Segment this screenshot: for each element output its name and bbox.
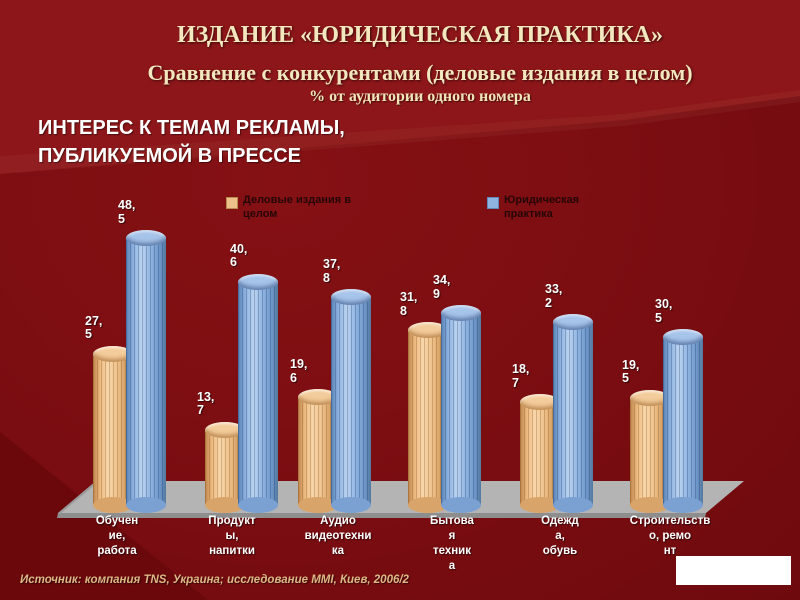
bar-value-label-business-editions-4: 18, 7	[512, 362, 530, 390]
bar-value-label-legal-practice-5: 30, 5	[655, 297, 673, 325]
bar-value-label-legal-practice-0: 48, 5	[118, 198, 136, 226]
legend-item-legal-practice: Юридическая практика	[487, 194, 617, 222]
bar-value-label-business-editions-1: 13, 7	[197, 389, 215, 418]
bar-legal-practice-0	[126, 230, 166, 513]
legend-label-business-editions: Деловые издания в целом	[243, 194, 351, 220]
bar-legal-practice-1	[238, 273, 278, 514]
category-label-1: Продукт ы, напитки	[208, 515, 256, 557]
bar-legal-practice-2	[331, 289, 371, 513]
source-note: Источник: компания TNS, Украина; исследо…	[20, 574, 409, 586]
bar-value-label-legal-practice-2: 37, 8	[323, 257, 341, 285]
bar-legal-practice-3	[441, 305, 481, 513]
category-label-2: Аудио видеотехни ка	[304, 515, 372, 557]
slide-title: ИЗДАНИЕ «ЮРИДИЧЕСКАЯ ПРАКТИКА»	[176, 22, 663, 48]
category-label-5: Строительств о, ремо нт	[629, 515, 711, 557]
slide-subtitle: Сравнение с конкурентами (деловые издани…	[147, 60, 693, 85]
bar-value-label-business-editions-2: 19, 6	[290, 357, 308, 385]
logo-placeholder	[676, 556, 791, 585]
bar-legal-practice-4	[553, 314, 593, 513]
legend-item-business-editions: Деловые издания в целом	[226, 194, 376, 222]
category-label-0: Обучен ие, работа	[95, 515, 139, 557]
legend-swatch-business-editions-icon	[226, 197, 238, 209]
category-label-4: Одежд а, обувь	[541, 515, 579, 557]
bar-value-label-business-editions-3: 31, 8	[400, 290, 418, 318]
bar-legal-practice-5	[663, 329, 703, 513]
bar-value-label-business-editions-5: 19, 5	[622, 357, 640, 386]
bar-value-label-legal-practice-3: 34, 9	[433, 273, 451, 301]
legend-label-legal-practice: Юридическая практика	[504, 194, 580, 220]
slide-subtitle-unit: % от аудитории одного номера	[309, 88, 531, 105]
legend-swatch-legal-practice-icon	[487, 197, 499, 209]
bar-value-label-legal-practice-1: 40, 6	[230, 241, 248, 270]
chart-heading: ИНТЕРЕС К ТЕМАМ РЕКЛАМЫ, ПУБЛИКУЕМОЙ В П…	[38, 117, 345, 167]
category-label-3: Бытова я техник а	[430, 515, 474, 572]
bar-value-label-legal-practice-4: 33, 2	[545, 282, 563, 310]
bar-value-label-business-editions-0: 27, 5	[85, 313, 103, 342]
